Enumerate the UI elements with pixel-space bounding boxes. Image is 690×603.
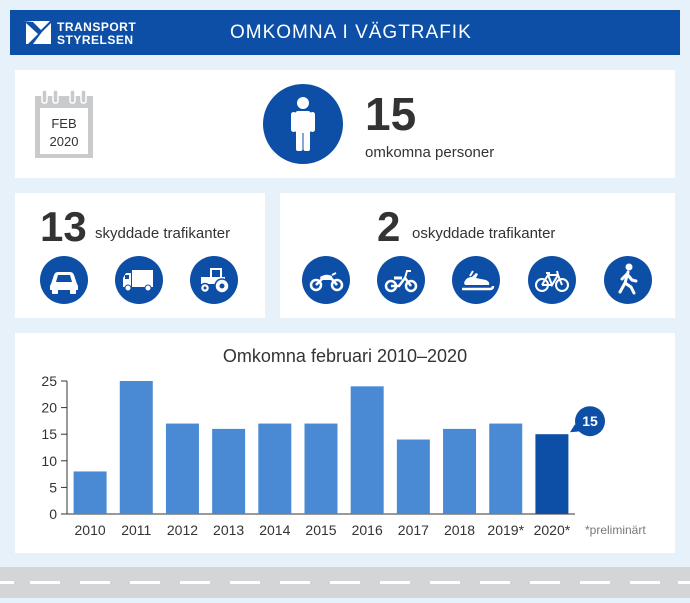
logo-mark-icon (24, 21, 51, 44)
logo-text: TRANSPORT STYRELSEN (57, 21, 136, 47)
unprotected-panel: 2 oskyddade trafikanter (280, 193, 675, 318)
bar-2014 (258, 423, 292, 514)
bar-2018 (443, 428, 477, 514)
road-decoration (0, 567, 690, 598)
y-tick-label: 15 (41, 426, 57, 442)
person-icon (263, 84, 343, 164)
tractor-icon (190, 256, 238, 304)
bar-2019 (489, 423, 523, 514)
bar-2012 (165, 423, 199, 514)
pedestrian-icon (604, 256, 652, 304)
x-tick-label: 2018 (444, 522, 475, 538)
footnote: *preliminärt (585, 523, 646, 537)
bar-2010 (73, 471, 107, 514)
bar-2016 (350, 386, 384, 514)
transportstyrelsen-logo: TRANSPORT STYRELSEN (24, 19, 136, 49)
total-fatalities-label: omkomna personer (365, 144, 495, 161)
x-tick-label: 2015 (305, 522, 336, 538)
bar-2013 (212, 428, 246, 514)
unprotected-count: 2 (377, 203, 401, 250)
bar-2011 (119, 381, 153, 514)
truck-icon (115, 256, 163, 304)
summary-panel: FEB 2020 15 omkomna personer (15, 70, 675, 178)
bicycle-icon (528, 256, 576, 304)
x-tick-label: 2017 (398, 522, 429, 538)
x-tick-label: 2013 (213, 522, 244, 538)
x-tick-label: 2010 (75, 522, 106, 538)
moped-icon (377, 256, 425, 304)
motorcycle-icon (302, 256, 350, 304)
y-tick-label: 0 (49, 506, 57, 522)
logo-line-2: STYRELSEN (57, 33, 134, 47)
unprotected-label: oskyddade trafikanter (412, 225, 556, 242)
x-tick-label: 2016 (352, 522, 383, 538)
y-tick-label: 5 (49, 479, 57, 495)
calendar-year: 2020 (49, 134, 79, 149)
protected-label: skyddade trafikanter (95, 225, 231, 242)
y-tick-label: 10 (41, 453, 57, 469)
bar-2015 (304, 423, 338, 514)
x-tick-label: 2012 (167, 522, 198, 538)
logo-line-1: TRANSPORT (57, 20, 137, 34)
protected-count: 13 (40, 203, 87, 250)
header-bar: TRANSPORT STYRELSEN OMKOMNA I VÄGTRAFIK (10, 10, 680, 55)
y-tick-label: 20 (41, 400, 57, 416)
callout-pointer (570, 424, 581, 433)
y-tick-label: 25 (41, 373, 57, 389)
callout-bubble (575, 406, 605, 437)
bar-2020 (535, 434, 569, 514)
page-title: OMKOMNA I VÄGTRAFIK (230, 22, 472, 43)
protected-panel: 13 skyddade trafikanter (15, 193, 265, 318)
calendar-icon: FEB 2020 (35, 89, 93, 158)
snowmobile-icon (452, 256, 500, 304)
chart-title: Omkomna februari 2010–2020 (222, 346, 468, 366)
bar-2017 (396, 439, 430, 514)
calendar-month: FEB (51, 116, 77, 131)
callout-value: 15 (582, 413, 598, 429)
bar-chart: 0 5 10 15 20 25 2010 2011 2012 2013 2014 2015 2016 20… (41, 373, 605, 538)
x-tick-label: 2020* (534, 522, 571, 538)
x-tick-label: 2019* (487, 522, 524, 538)
car-icon (40, 256, 88, 304)
x-tick-label: 2011 (121, 522, 151, 538)
x-tick-label: 2014 (259, 522, 290, 538)
chart-panel: Omkomna februari 2010–2020 0 5 10 15 20 25 201… (15, 333, 675, 553)
total-fatalities: 15 (365, 88, 417, 140)
